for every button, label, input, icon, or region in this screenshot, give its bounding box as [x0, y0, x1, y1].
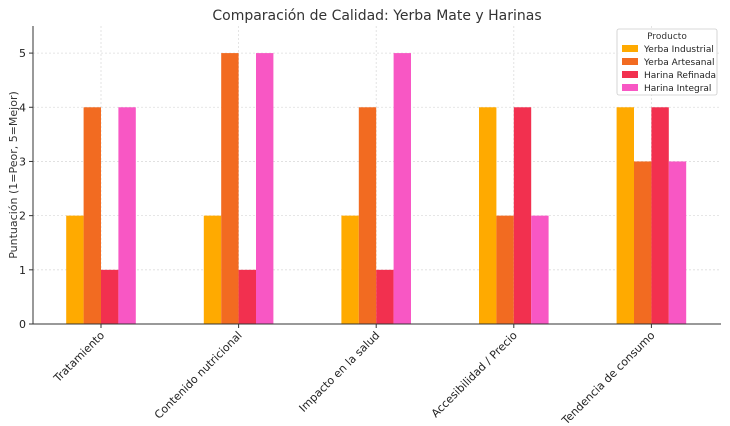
x-tick-label: Contenido nutricional [152, 329, 245, 422]
x-tick-label: Tratamiento [51, 329, 108, 386]
bar [531, 215, 549, 324]
axes [32, 26, 721, 325]
bar [651, 107, 669, 324]
y-ticks: 0 1 2 3 4 5 [19, 47, 33, 331]
bar [358, 107, 377, 324]
bar [668, 161, 687, 324]
legend-entry: Harina Integral [644, 84, 711, 94]
legend-swatch [622, 84, 638, 91]
bar [221, 53, 239, 324]
bar [118, 107, 136, 324]
legend-box [616, 28, 718, 96]
bar [256, 53, 274, 324]
y-tick-label: 2 [19, 210, 26, 223]
bar [616, 107, 634, 324]
bar [238, 269, 256, 324]
bar [479, 107, 497, 324]
bar [101, 269, 119, 324]
x-tick-label: Tendencia de consumo [559, 329, 658, 426]
x-ticks: Tratamiento Contenido nutricional Impacto … [51, 324, 658, 426]
chart-title: Comparación de Calidad: Yerba Mate y Har… [212, 8, 541, 24]
y-tick-label: 3 [19, 155, 26, 168]
legend-swatch [622, 71, 638, 78]
bars [66, 53, 687, 324]
bar [634, 161, 652, 324]
bar [203, 215, 222, 324]
bar [513, 107, 532, 324]
y-tick-label: 4 [19, 101, 26, 114]
y-tick-label: 0 [19, 318, 26, 331]
bar [376, 269, 394, 324]
legend-entry: Yerba Industrial [643, 45, 714, 55]
x-tick-label: Accesibilidad / Precio [429, 329, 520, 420]
legend: Producto Yerba Industrial Yerba Artesanal H… [616, 28, 718, 96]
bar [341, 215, 359, 324]
legend-entry: Yerba Artesanal [643, 58, 714, 68]
legend-swatch [622, 58, 638, 65]
legend-swatch [622, 45, 638, 52]
bar [83, 107, 101, 324]
bar [66, 215, 84, 324]
y-tick-label: 5 [19, 47, 26, 60]
legend-entry: Harina Refinada [644, 71, 716, 81]
bar [496, 215, 514, 324]
y-axis-label: Puntuación (1=Peor, 5=Mejor) [7, 91, 20, 259]
legend-title: Producto [647, 32, 687, 42]
x-tick-label: Impacto en la salud [297, 329, 383, 415]
y-tick-label: 1 [19, 264, 26, 277]
bar [393, 53, 411, 324]
